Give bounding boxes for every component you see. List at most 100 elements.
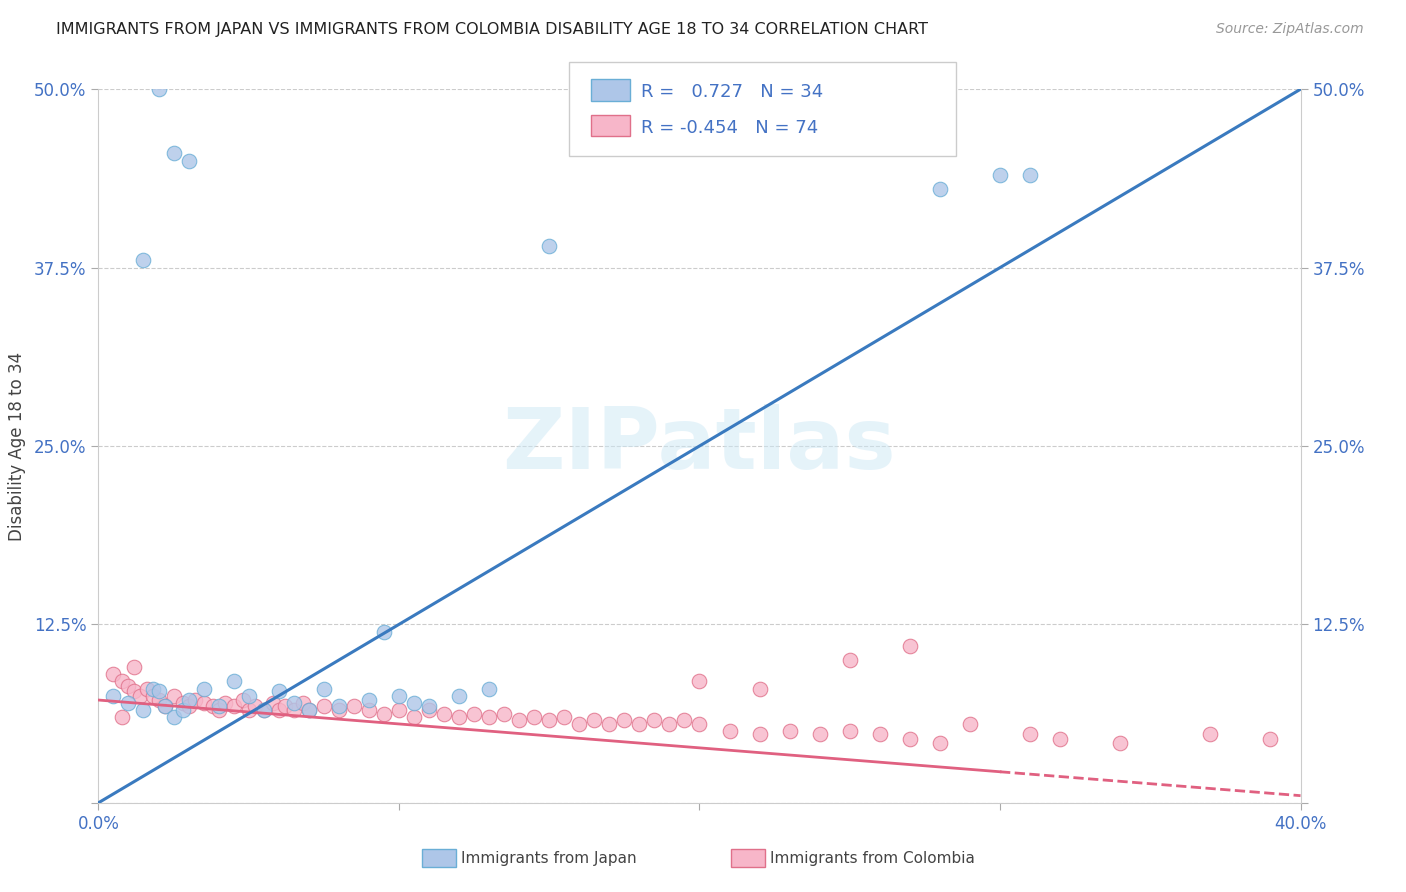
Point (748, 727, 770, 741)
Point (402, 710, 425, 724)
Point (193, 681, 215, 696)
Point (124, 684, 146, 698)
Point (124, 660, 146, 674)
Point (253, 703, 276, 717)
Point (274, 698, 297, 713)
Point (673, 713, 696, 727)
Point (689, 674, 711, 689)
Point (808, 727, 831, 741)
Y-axis label: Disability Age 18 to 34: Disability Age 18 to 34 (7, 351, 25, 541)
Point (172, 696, 194, 710)
Point (267, 684, 290, 698)
Point (388, 689, 411, 703)
Point (658, 717, 681, 731)
Text: R = -0.454   N = 74: R = -0.454 N = 74 (641, 119, 818, 136)
Point (117, 696, 139, 710)
Point (988, 168, 1011, 182)
Point (283, 703, 305, 717)
Point (111, 710, 134, 724)
Point (478, 710, 501, 724)
Point (141, 681, 163, 696)
Point (929, 736, 952, 750)
Point (238, 703, 260, 717)
Point (523, 710, 546, 724)
Point (132, 253, 155, 268)
Point (162, 146, 184, 161)
Point (689, 717, 711, 731)
Point (898, 731, 921, 746)
Point (1260, 731, 1282, 746)
Point (172, 703, 194, 717)
Point (262, 696, 284, 710)
Point (1019, 168, 1042, 182)
Point (298, 703, 321, 717)
Point (148, 684, 170, 698)
Point (177, 153, 200, 168)
Point (1049, 731, 1071, 746)
Point (214, 696, 236, 710)
Point (494, 707, 516, 722)
Point (208, 698, 231, 713)
Point (402, 696, 425, 710)
Point (148, 693, 170, 707)
Point (1109, 736, 1132, 750)
Point (718, 724, 741, 739)
Point (343, 698, 366, 713)
Point (232, 693, 254, 707)
Point (553, 710, 575, 724)
Point (838, 653, 860, 667)
Point (598, 717, 620, 731)
Point (298, 703, 321, 717)
Point (447, 689, 470, 703)
Point (111, 674, 134, 689)
Point (643, 713, 665, 727)
Point (373, 707, 395, 722)
Point (463, 707, 485, 722)
Text: IMMIGRANTS FROM JAPAN VS IMMIGRANTS FROM COLOMBIA DISABILITY AGE 18 TO 34 CORREL: IMMIGRANTS FROM JAPAN VS IMMIGRANTS FROM… (56, 22, 928, 37)
Point (312, 698, 335, 713)
Point (153, 698, 176, 713)
Point (898, 639, 921, 653)
Point (748, 681, 770, 696)
Point (117, 679, 139, 693)
Point (779, 724, 801, 739)
Point (267, 703, 290, 717)
Point (628, 717, 651, 731)
Point (153, 698, 176, 713)
Point (162, 689, 184, 703)
Point (183, 693, 205, 707)
Point (253, 703, 276, 717)
Point (373, 624, 395, 639)
Point (357, 703, 380, 717)
Point (328, 703, 350, 717)
Point (1199, 727, 1222, 741)
Point (291, 696, 314, 710)
Point (222, 698, 245, 713)
Point (418, 698, 440, 713)
Point (208, 703, 231, 717)
Point (433, 707, 456, 722)
Point (132, 703, 155, 717)
Point (447, 710, 470, 724)
Point (478, 681, 501, 696)
Point (508, 713, 530, 727)
Point (538, 713, 561, 727)
Text: Immigrants from Japan: Immigrants from Japan (461, 851, 637, 865)
Text: ZIPatlas: ZIPatlas (502, 404, 897, 488)
Point (328, 698, 350, 713)
Point (1019, 727, 1042, 741)
Point (388, 703, 411, 717)
Point (148, 82, 170, 96)
Point (613, 713, 636, 727)
Point (103, 667, 125, 681)
Point (238, 689, 260, 703)
Point (135, 681, 157, 696)
Point (869, 727, 891, 741)
Point (838, 724, 860, 739)
Text: Source: ZipAtlas.com: Source: ZipAtlas.com (1216, 22, 1364, 37)
Point (162, 710, 184, 724)
Point (418, 703, 440, 717)
Point (929, 182, 952, 196)
Point (177, 698, 200, 713)
Point (243, 698, 266, 713)
